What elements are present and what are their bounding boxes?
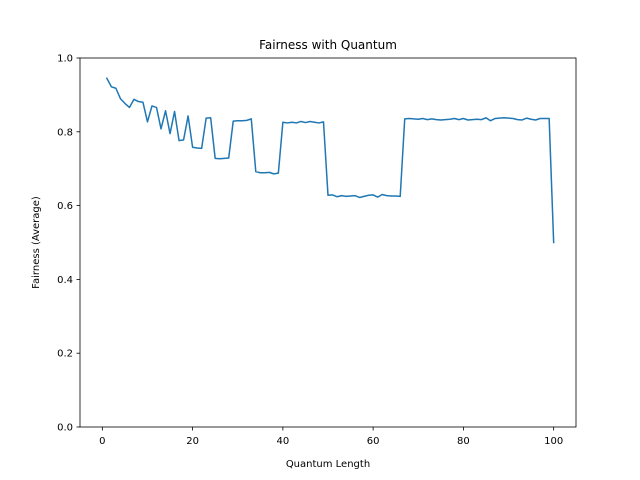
x-tick-label: 80 <box>457 436 470 447</box>
y-tick-label: 0.2 <box>57 349 73 360</box>
chart-title: Fairness with Quantum <box>259 38 397 52</box>
x-tick-label: 40 <box>277 436 290 447</box>
series-line-fairness <box>105 77 555 244</box>
y-tick-label: 0.4 <box>57 275 73 286</box>
y-tick-label: 1.0 <box>57 54 73 65</box>
y-axis-label: Fairness (Average) <box>31 196 42 289</box>
y-tick-label: 0.8 <box>57 127 73 138</box>
x-tick-label: 100 <box>544 436 563 447</box>
x-axis-label: Quantum Length <box>286 459 370 470</box>
y-tick-label: 0.6 <box>57 201 73 212</box>
x-axis-ticks: 0 20 40 60 80 100 <box>99 427 563 447</box>
y-tick-label: 0.0 <box>57 423 73 434</box>
x-tick-label: 60 <box>367 436 380 447</box>
x-tick-label: 0 <box>99 436 105 447</box>
x-tick-label: 20 <box>186 436 199 447</box>
plot-area-frame <box>79 57 577 428</box>
y-axis-ticks: 0.0 0.2 0.4 0.6 0.8 1.0 <box>57 54 80 434</box>
